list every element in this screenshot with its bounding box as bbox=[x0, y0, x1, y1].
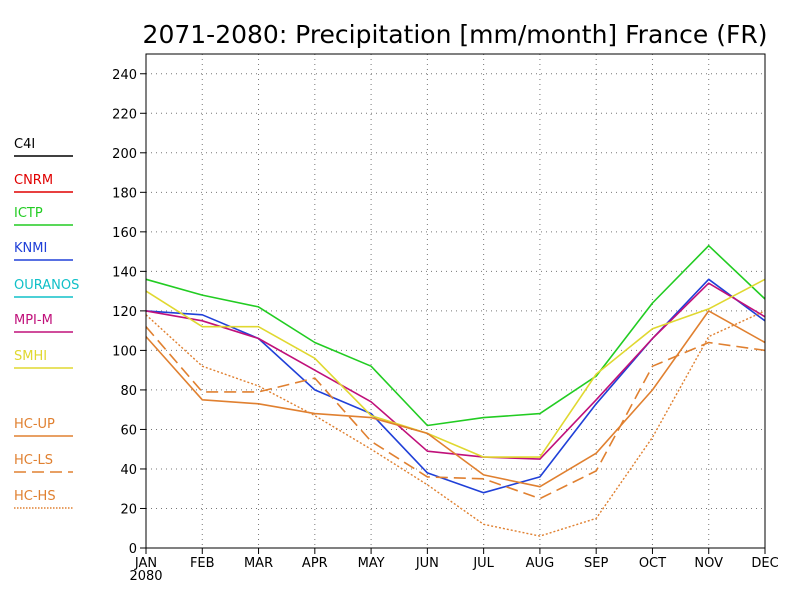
x-tick-label: SEP bbox=[584, 556, 608, 571]
legend-label-ictp: ICTP bbox=[14, 206, 43, 221]
y-tick-label: 20 bbox=[120, 502, 137, 517]
y-tick-label: 100 bbox=[112, 344, 137, 359]
series-line-ictp bbox=[145, 244, 766, 427]
legend-label-ouranos: OURANOS bbox=[14, 278, 79, 293]
series-line-hc-up bbox=[145, 310, 766, 488]
series-line-knmi bbox=[145, 278, 766, 494]
y-tick-label: 80 bbox=[120, 384, 137, 399]
series-line-hc-hs bbox=[145, 310, 766, 537]
x-tick-label: JAN bbox=[134, 556, 157, 571]
x-tick-label: DEC bbox=[751, 556, 778, 571]
y-tick-label: 180 bbox=[112, 186, 137, 201]
legend-label-mpi-m: MPI-M bbox=[14, 313, 53, 328]
legend-label-knmi: KNMI bbox=[14, 241, 47, 256]
y-tick-label: 200 bbox=[112, 147, 137, 162]
x-tick-label: OCT bbox=[639, 556, 666, 571]
legend-label-c4i: C4I bbox=[14, 137, 35, 152]
series-line-smhi bbox=[145, 278, 766, 458]
legend-label-cnrm: CNRM bbox=[14, 173, 53, 188]
x-year-label: 2080 bbox=[129, 569, 162, 584]
axis-labels: 0 20 40 60 80 100 120 140 160 180 200 220 240 JAN FEB M… bbox=[112, 68, 778, 571]
legend-label-hc-up: HC-UP bbox=[14, 417, 55, 432]
series-lines bbox=[145, 244, 766, 537]
y-tick-label: 40 bbox=[120, 463, 137, 478]
legend-label-hc-hs: HC-HS bbox=[14, 489, 56, 504]
y-tick-label: 220 bbox=[112, 107, 137, 122]
chart-title: 2071-2080: Precipitation [mm/month] Fran… bbox=[143, 20, 768, 49]
y-tick-label: 140 bbox=[112, 265, 137, 280]
x-tick-label: AUG bbox=[526, 556, 554, 571]
series-line-mpi-m bbox=[145, 282, 766, 460]
y-tick-label: 120 bbox=[112, 305, 137, 320]
x-tick-label: APR bbox=[302, 556, 328, 571]
x-tick-label: FEB bbox=[190, 556, 215, 571]
y-tick-label: 0 bbox=[129, 542, 137, 557]
x-tick-label: JUL bbox=[472, 556, 494, 571]
x-tick-label: MAY bbox=[358, 556, 385, 571]
y-tick-label: 160 bbox=[112, 226, 137, 241]
grid-layer bbox=[146, 54, 765, 548]
x-tick-label: NOV bbox=[694, 556, 723, 571]
x-tick-label: MAR bbox=[244, 556, 273, 571]
plot-frame bbox=[145, 53, 766, 549]
series-line-hc-ls bbox=[145, 326, 766, 500]
y-tick-label: 60 bbox=[120, 423, 137, 438]
legend-label-smhi: SMHI bbox=[14, 349, 47, 364]
y-tick-label: 240 bbox=[112, 68, 137, 83]
legend-label-hc-ls: HC-LS bbox=[14, 453, 53, 468]
x-tick-label: JUN bbox=[415, 556, 439, 571]
legend: C4I CNRM ICTP KNMI OURANOS MPI-M SMHI HC-UP HC-L… bbox=[14, 137, 79, 509]
